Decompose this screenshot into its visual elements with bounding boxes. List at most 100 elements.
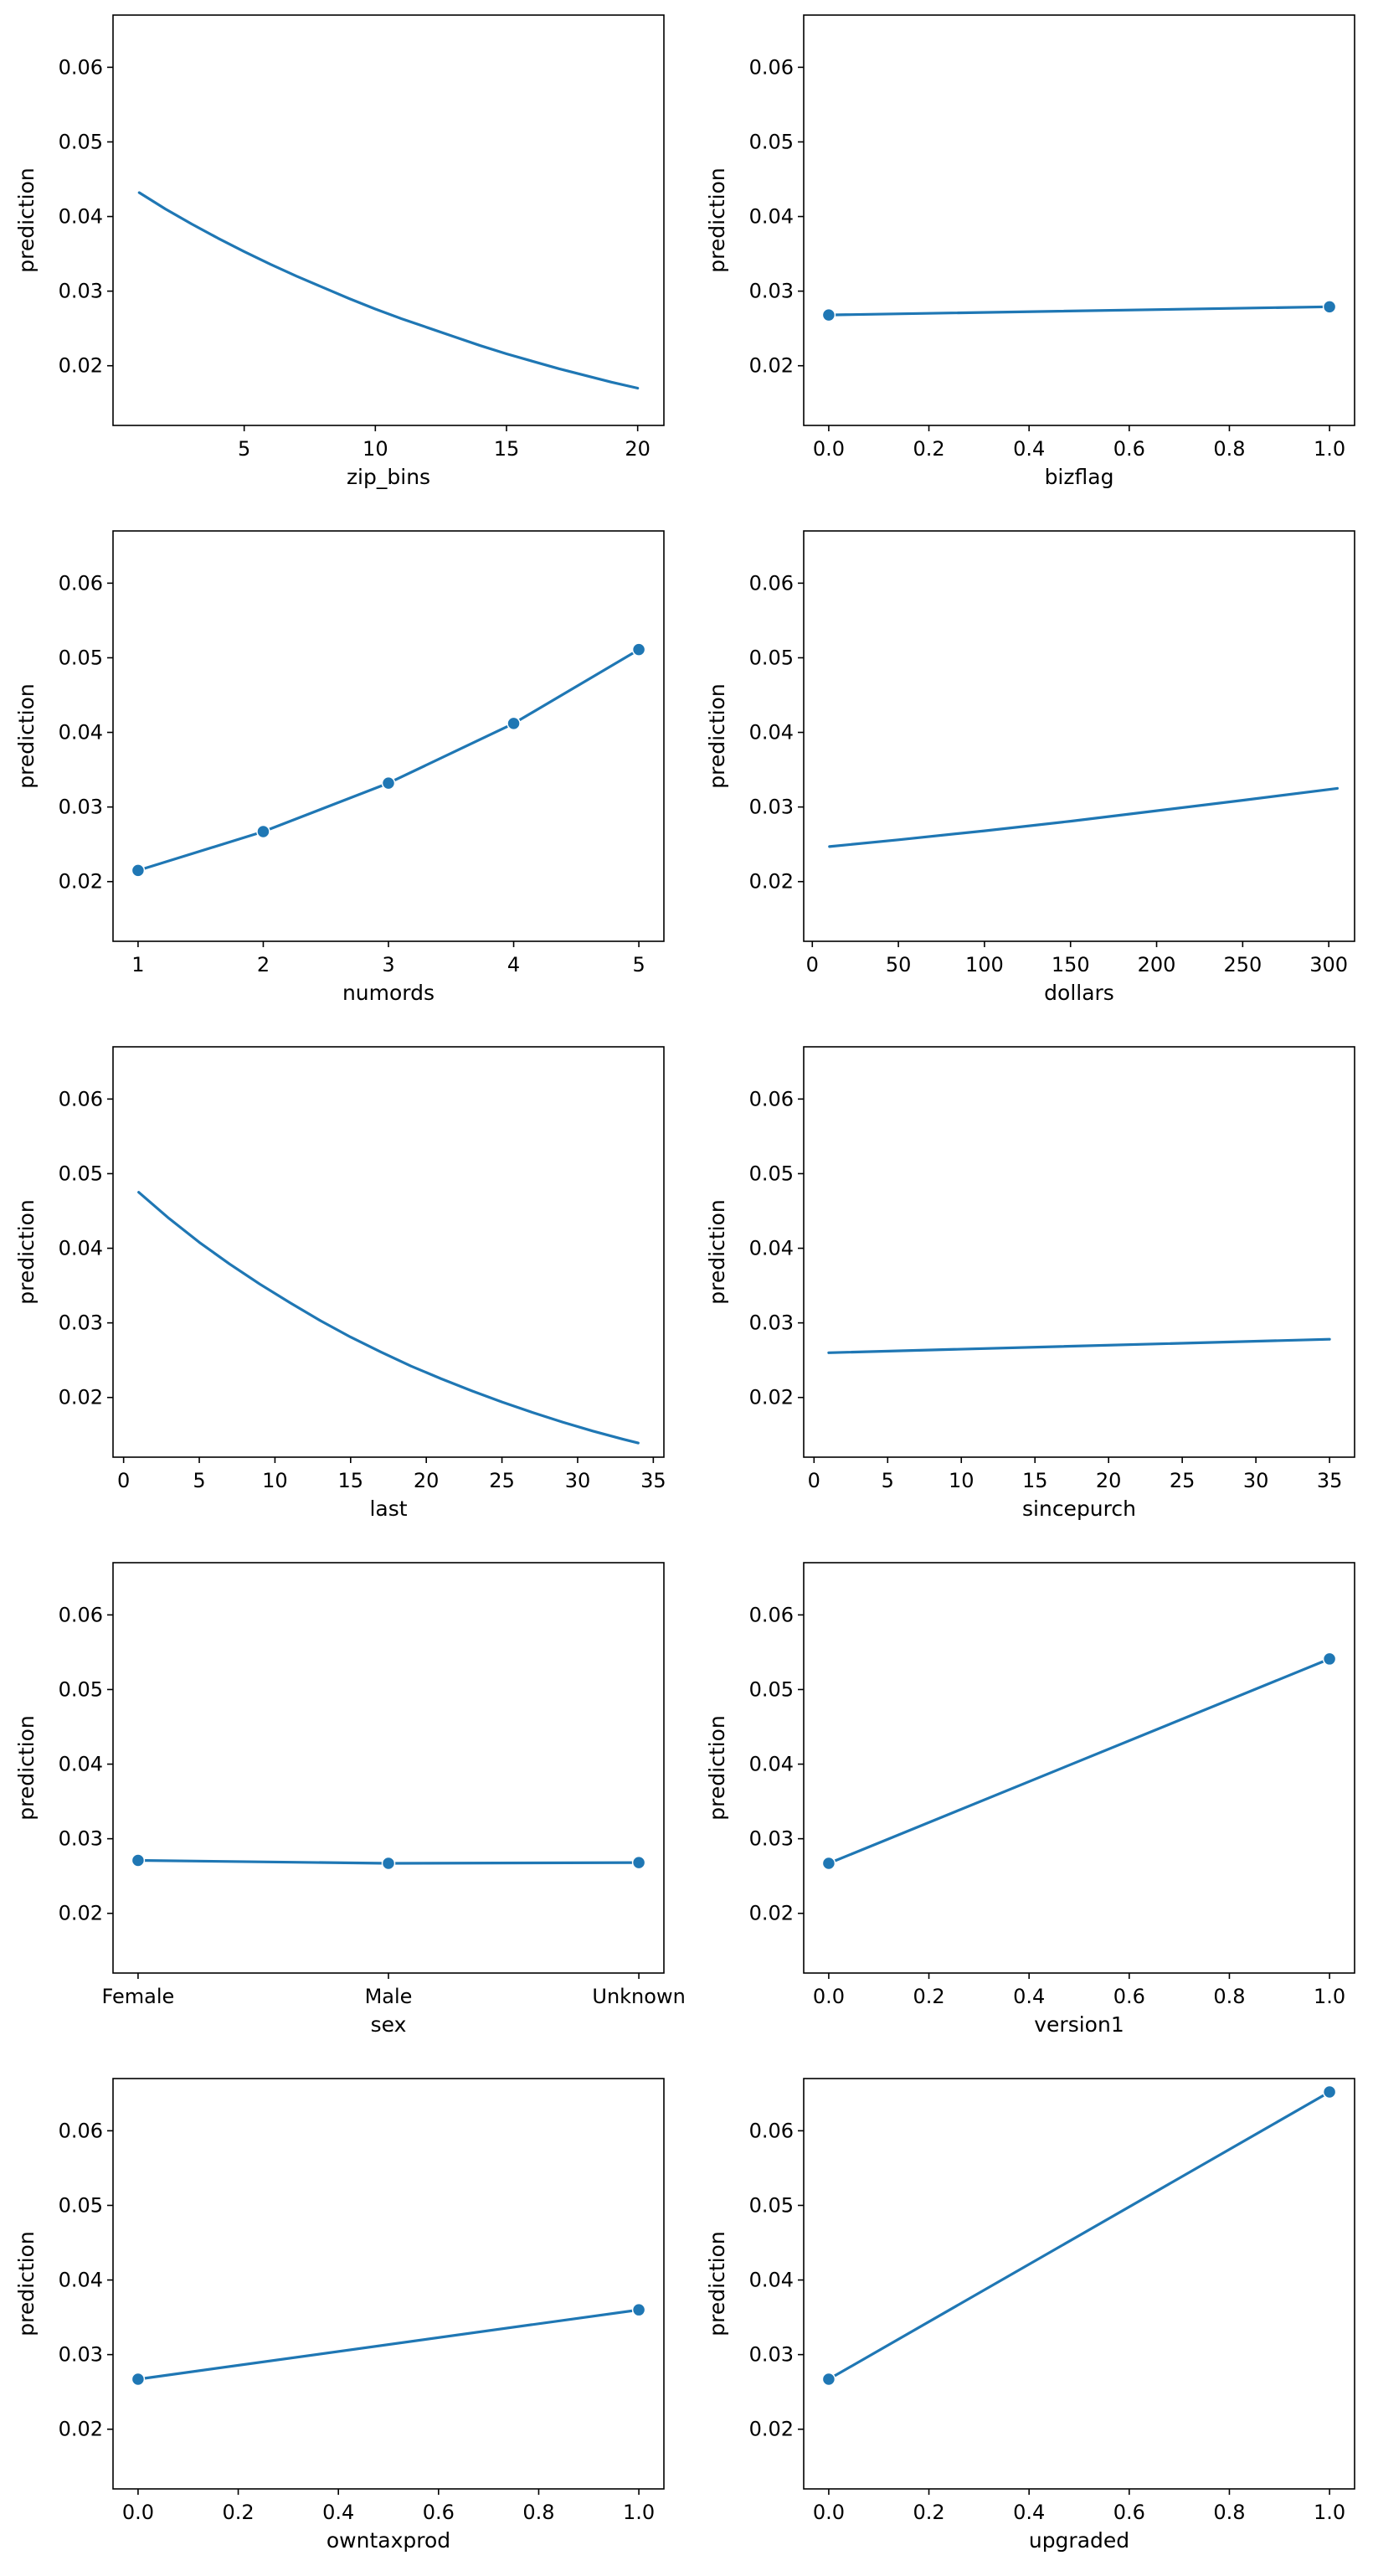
data-point	[507, 716, 521, 731]
x-tick-label: 250	[1223, 953, 1262, 976]
data-point	[631, 1855, 646, 1870]
x-axis-label: sex	[371, 2012, 407, 2037]
x-tick-label: 100	[965, 953, 1004, 976]
x-tick-label: 5	[193, 1469, 205, 1492]
x-axis-label: upgraded	[1029, 2528, 1129, 2553]
data-point	[381, 1856, 396, 1871]
x-tick-label: 0.6	[1113, 2501, 1145, 2524]
y-axis-label: prediction	[14, 1199, 39, 1304]
data-point	[631, 2302, 646, 2317]
x-tick-label: Male	[365, 1985, 413, 2008]
x-tick-label: 1.0	[623, 2501, 655, 2524]
y-tick-label: 0.04	[59, 1753, 103, 1776]
axes-frame	[112, 1046, 665, 1458]
data-point	[1322, 300, 1337, 314]
data-point	[1322, 1651, 1337, 1667]
x-tick-label: 0.2	[222, 2501, 254, 2524]
y-tick-label: 0.03	[59, 1827, 103, 1851]
y-axis-label: prediction	[705, 1199, 729, 1304]
axes-frame	[112, 530, 665, 942]
axes-frame	[112, 14, 665, 426]
y-axis-label: prediction	[14, 2231, 39, 2336]
x-tick-label: 0.6	[1113, 437, 1145, 461]
x-tick-label: 0.0	[122, 2501, 154, 2524]
x-tick-label: 0.2	[913, 1985, 944, 2008]
y-tick-label: 0.05	[59, 2193, 103, 2217]
axes-frame	[112, 2078, 665, 2490]
y-tick-label: 0.03	[749, 1311, 794, 1335]
x-tick-label: 1.0	[1314, 1985, 1345, 2008]
y-tick-label: 0.02	[59, 2418, 103, 2441]
data-point	[381, 775, 396, 791]
y-axis-label: prediction	[14, 1715, 39, 1820]
y-tick-label: 0.02	[749, 1386, 794, 1409]
x-tick-label: 4	[507, 953, 520, 976]
x-tick-label: 0.0	[813, 1985, 845, 2008]
x-tick-label: 0	[808, 1469, 820, 1492]
x-tick-label: 20	[625, 437, 651, 461]
x-tick-label: 0.8	[522, 2501, 554, 2524]
axes-frame	[803, 1562, 1355, 1974]
y-tick-label: 0.06	[749, 1087, 794, 1110]
x-tick-label: 0.4	[1013, 2501, 1045, 2524]
x-tick-label: 0.0	[813, 437, 845, 461]
y-tick-label: 0.06	[59, 571, 103, 595]
x-tick-label: 20	[1096, 1469, 1122, 1492]
y-tick-label: 0.05	[749, 1677, 794, 1701]
x-tick-label: 200	[1138, 953, 1176, 976]
x-tick-label: 15	[1022, 1469, 1048, 1492]
x-tick-label: 10	[949, 1469, 974, 1492]
series-line	[137, 191, 640, 390]
y-tick-label: 0.05	[749, 646, 794, 669]
y-tick-label: 0.02	[749, 354, 794, 378]
y-tick-label: 0.03	[749, 1827, 794, 1851]
data-point	[821, 307, 836, 322]
axes-frame	[803, 1046, 1355, 1458]
subplot-version1: 0.02 0.03 0.04 0.05 0.06 0.0 0.2 0.4 0.6 0.8 1.0 ve…	[705, 1562, 1355, 2037]
x-tick-label: 20	[414, 1469, 440, 1492]
x-tick-label: 0.8	[1213, 2501, 1245, 2524]
x-tick-label: 10	[363, 437, 388, 461]
x-tick-label: 3	[382, 953, 394, 976]
series-line	[827, 1657, 1331, 1865]
x-tick-label: 0.8	[1213, 1985, 1245, 2008]
y-tick-label: 0.04	[749, 1237, 794, 1260]
y-axis-label: prediction	[705, 683, 729, 788]
y-tick-label: 0.04	[749, 205, 794, 229]
y-axis-label: prediction	[14, 167, 39, 272]
x-tick-label: 0.4	[322, 2501, 354, 2524]
y-tick-label: 0.04	[59, 1237, 103, 1260]
data-point	[631, 642, 646, 657]
series-line	[827, 305, 1331, 317]
y-tick-label: 0.03	[749, 280, 794, 303]
x-tick-label: Female	[102, 1985, 175, 2008]
axes-frame	[112, 1562, 665, 1974]
y-tick-label: 0.02	[749, 870, 794, 894]
subplot-last: 0.02 0.03 0.04 0.05 0.06 0 5 10 15 20 25 30 35 last pr…	[14, 1046, 666, 1521]
x-axis-label: version1	[1034, 2012, 1124, 2037]
y-tick-label: 0.06	[749, 1603, 794, 1626]
subplot-sex: 0.02 0.03 0.04 0.05 0.06 Female Male Unknown sex…	[14, 1562, 686, 2037]
y-tick-label: 0.03	[749, 796, 794, 819]
y-tick-label: 0.02	[749, 2418, 794, 2441]
y-tick-label: 0.06	[59, 1603, 103, 1626]
x-tick-label: 50	[886, 953, 912, 976]
x-tick-label: 35	[640, 1469, 666, 1492]
x-tick-label: 5	[238, 437, 250, 461]
x-axis-label: owntaxprod	[327, 2528, 450, 2553]
x-tick-label: 30	[1243, 1469, 1269, 1492]
x-axis-label: zip_bins	[347, 465, 430, 489]
series-line	[136, 2308, 640, 2381]
y-tick-label: 0.03	[59, 1311, 103, 1335]
x-tick-label: 10	[262, 1469, 288, 1492]
x-axis-label: sincepurch	[1022, 1497, 1136, 1521]
x-tick-label: 15	[494, 437, 520, 461]
x-tick-label: 1.0	[1314, 437, 1345, 461]
y-tick-label: 0.06	[749, 2119, 794, 2142]
data-point	[256, 824, 270, 839]
x-axis-label: dollars	[1044, 981, 1114, 1005]
x-tick-label: 0.4	[1013, 437, 1045, 461]
subplot-bizflag: 0.02 0.03 0.04 0.05 0.06 0.0 0.2 0.4 0.6 0.8 1.0 bi…	[705, 14, 1355, 489]
data-point	[131, 863, 146, 878]
